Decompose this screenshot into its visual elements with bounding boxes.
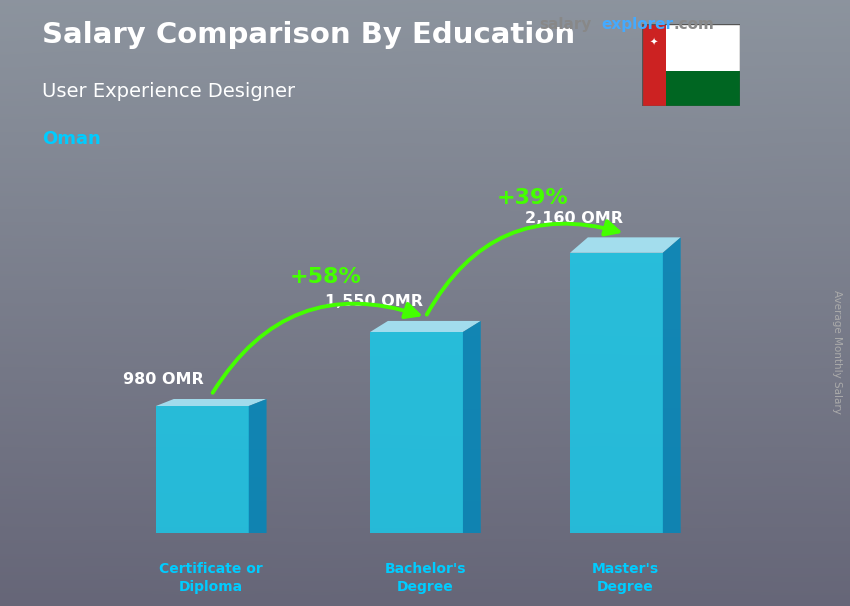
Text: salary: salary — [540, 17, 592, 32]
Text: Master's
Degree: Master's Degree — [592, 562, 659, 594]
Text: ✦: ✦ — [650, 38, 658, 48]
Text: User Experience Designer: User Experience Designer — [42, 82, 296, 101]
Polygon shape — [463, 321, 481, 533]
Bar — [666, 72, 740, 106]
Polygon shape — [663, 238, 681, 533]
Text: Certificate or
Diploma: Certificate or Diploma — [159, 562, 264, 594]
Text: .com: .com — [673, 17, 714, 32]
Text: +58%: +58% — [290, 267, 361, 287]
Text: 2,160 OMR: 2,160 OMR — [524, 211, 622, 225]
Text: 980 OMR: 980 OMR — [122, 372, 203, 387]
Bar — [666, 24, 740, 72]
Text: Salary Comparison By Education: Salary Comparison By Education — [42, 21, 575, 49]
Polygon shape — [156, 406, 249, 533]
Text: 1,550 OMR: 1,550 OMR — [325, 295, 422, 309]
Text: Bachelor's
Degree: Bachelor's Degree — [385, 562, 466, 594]
Text: +39%: +39% — [496, 188, 569, 208]
Text: Average Monthly Salary: Average Monthly Salary — [832, 290, 842, 413]
Polygon shape — [570, 238, 681, 253]
Polygon shape — [370, 321, 481, 332]
Text: Oman: Oman — [42, 130, 101, 148]
Bar — [642, 24, 666, 106]
Polygon shape — [370, 332, 463, 533]
Text: explorer: explorer — [601, 17, 673, 32]
Polygon shape — [570, 253, 663, 533]
Polygon shape — [156, 399, 267, 406]
Polygon shape — [249, 399, 267, 533]
